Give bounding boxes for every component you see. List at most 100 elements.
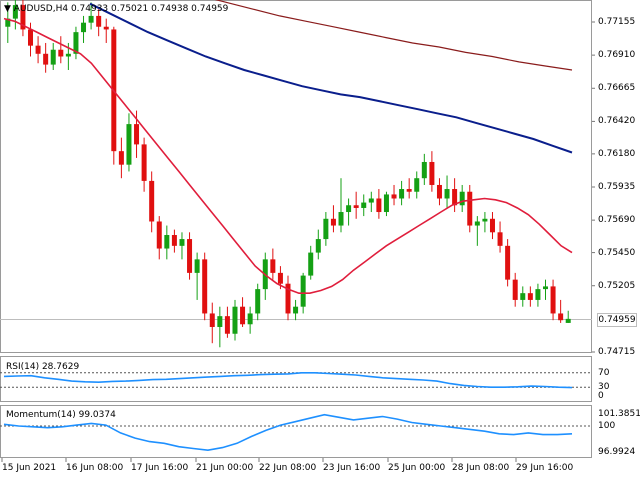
candle-body: [361, 202, 367, 208]
price-tick-label: 0.76420: [598, 116, 636, 127]
rsi-group: [0, 371, 592, 389]
candle-body: [383, 194, 389, 213]
candle-body: [323, 218, 329, 240]
candle-body: [353, 205, 359, 208]
price-tick-label: 0.74715: [598, 347, 636, 357]
candle-body: [459, 191, 465, 206]
candle-body: [497, 232, 503, 246]
rsi-tick-label: 30: [598, 382, 610, 393]
candle-body: [474, 221, 480, 226]
collapse-arrow-icon[interactable]: ▼: [4, 4, 11, 14]
candle-body: [558, 313, 564, 321]
candle-body: [164, 235, 170, 249]
candle-body: [436, 184, 442, 199]
candle-body: [240, 306, 246, 325]
candle-body: [103, 26, 109, 30]
candle-body: [5, 18, 11, 27]
candle-body: [81, 22, 87, 33]
momentum-tick-label: 96.9924: [598, 447, 636, 457]
candle-body: [489, 218, 495, 233]
candle-body: [171, 235, 177, 246]
candle-body: [247, 313, 253, 325]
price-tick-label: 0.76180: [598, 148, 636, 159]
candle-body: [43, 53, 49, 65]
ma-blue-line: [89, 2, 573, 154]
candle-body: [512, 279, 518, 300]
candle-body: [270, 259, 276, 273]
candle-body: [255, 289, 261, 314]
candle-body: [156, 221, 162, 249]
candle-body: [58, 49, 64, 57]
time-tick-label: 29 Jun 16:00: [516, 463, 574, 473]
candle-body: [35, 45, 41, 54]
candle-body: [414, 178, 420, 192]
candle-body: [300, 275, 306, 307]
candle-body: [232, 306, 238, 334]
symbol-title: AUDUSD,H4: [13, 4, 69, 14]
candle-body: [421, 161, 427, 179]
rsi-title: RSI(14) 28.7629: [6, 362, 80, 372]
time-tick-label: 16 Jun 08:00: [66, 463, 124, 473]
candle-body: [482, 218, 488, 222]
candle-body: [65, 53, 71, 57]
candle-body: [224, 316, 230, 334]
candle-body: [308, 252, 314, 276]
candle-body: [73, 32, 79, 54]
candle-body: [368, 198, 374, 203]
rsi-tick-label: 70: [598, 367, 610, 378]
chart-header: ▼ AUDUSD,H4 0.74933 0.75021 0.74938 0.74…: [4, 4, 228, 14]
candle-body: [134, 124, 140, 145]
candle-body: [467, 191, 473, 226]
candle-body: [338, 212, 344, 226]
candle-body: [28, 29, 34, 46]
time-tick-label: 15 Jun 2021: [2, 463, 57, 473]
time-tick-label: 17 Jun 16:00: [131, 463, 189, 473]
momentum-title: Momentum(14) 99.0374: [6, 410, 116, 420]
candle-body: [149, 180, 155, 222]
candle-body: [542, 286, 548, 290]
candle-body: [141, 144, 147, 181]
time-tick-label: 21 Jun 00:00: [196, 463, 254, 473]
candle-body: [50, 49, 56, 65]
time-tick-label: 23 Jun 16:00: [323, 463, 381, 473]
price-tick-label: 0.75935: [598, 182, 636, 192]
moving-averages-group: [3, 0, 573, 295]
candle-body: [209, 313, 215, 327]
candle-body: [179, 239, 185, 246]
price-tick-label: 0.76665: [598, 83, 636, 94]
candle-body: [399, 189, 405, 199]
ohlc-readout: 0.74933 0.75021 0.74938 0.74959: [70, 4, 229, 14]
price-tick-label: 0.75690: [598, 215, 636, 226]
candle-body: [550, 286, 556, 314]
candle-body: [293, 306, 299, 314]
candle-body: [126, 124, 132, 165]
rsi-line: [3, 371, 573, 389]
candle-body: [376, 198, 382, 213]
momentum-tick-label: 101.3851: [598, 409, 640, 419]
momentum-group: [0, 413, 592, 452]
candle-body: [406, 189, 412, 192]
rsi-tick-label: 0: [598, 391, 604, 402]
candle-body: [505, 245, 511, 280]
ma-brown-line: [214, 0, 573, 71]
rsi-panel-frame: [0, 356, 592, 402]
time-tick-label: 22 Jun 08:00: [259, 463, 317, 473]
ma-red-line: [3, 17, 573, 295]
price-tick-label: 0.76910: [598, 50, 636, 61]
time-tick-label: 25 Jun 00:00: [388, 463, 446, 473]
time-tick-label: 28 Jun 08:00: [452, 463, 510, 473]
candle-body: [330, 218, 336, 226]
candle-body: [217, 316, 223, 327]
candle-body: [520, 293, 526, 300]
main-panel-frame: [0, 0, 592, 353]
candle-body: [202, 259, 208, 314]
candle-body: [429, 161, 435, 185]
candle-body: [88, 15, 94, 23]
candle-body: [346, 205, 352, 213]
candle-body: [535, 289, 541, 300]
momentum-tick-label: 100: [598, 420, 616, 431]
candle-body: [565, 318, 571, 323]
candle-body: [444, 189, 450, 199]
